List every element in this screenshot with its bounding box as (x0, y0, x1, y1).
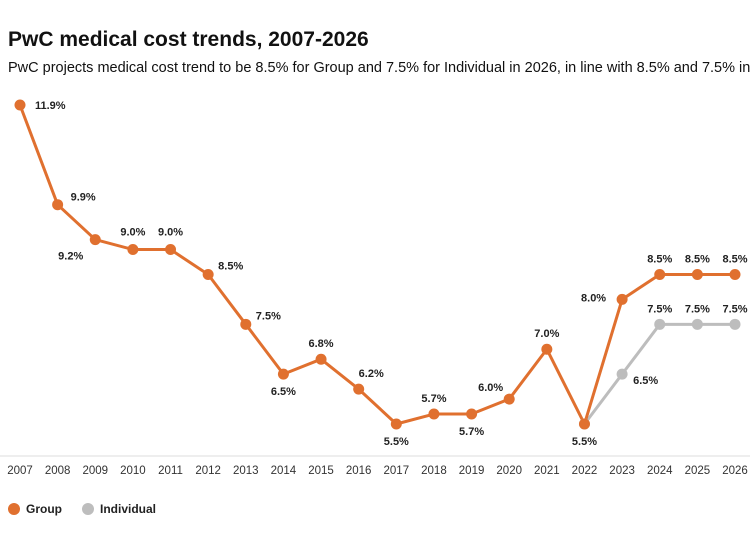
chart-title: PwC medical cost trends, 2007-2026 (8, 28, 369, 51)
x-tick-label: 2025 (685, 465, 711, 477)
x-tick-label: 2024 (647, 465, 673, 477)
group-data-point (353, 383, 365, 395)
individual-data-point (691, 318, 703, 330)
group-data-point (503, 393, 515, 405)
group-data-point (616, 293, 628, 305)
group-data-point (466, 408, 478, 420)
group-data-label: 8.5% (647, 253, 672, 265)
x-tick-label: 2014 (271, 465, 297, 477)
legend-label-group: Group (26, 502, 62, 516)
group-data-point (127, 244, 139, 256)
group-data-point (240, 318, 252, 330)
group-data-point (541, 343, 553, 355)
group-data-label: 6.8% (309, 338, 334, 350)
x-tick-label: 2017 (384, 465, 410, 477)
group-data-point (428, 408, 440, 420)
x-tick-label: 2011 (158, 465, 183, 477)
x-tick-label: 2019 (459, 465, 485, 477)
x-tick-label: 2023 (609, 465, 635, 477)
x-tick-label: 2007 (7, 465, 33, 477)
x-tick-label: 2018 (421, 465, 447, 477)
group-data-label: 11.9% (35, 100, 66, 112)
chart-subtitle: PwC projects medical cost trend to be 8.… (8, 60, 750, 76)
group-data-label: 8.5% (685, 253, 710, 265)
group-data-point (202, 268, 214, 280)
x-tick-label: 2026 (722, 465, 748, 477)
group-data-label: 9.0% (158, 227, 183, 239)
legend-swatch-individual (82, 503, 94, 515)
individual-data-label: 7.5% (685, 303, 710, 315)
group-data-point (315, 353, 327, 365)
individual-data-point (616, 368, 628, 380)
group-data-label: 5.7% (459, 426, 484, 438)
group-series-line (18, 104, 735, 426)
legend-label-individual: Individual (100, 502, 156, 516)
individual-series-line (583, 322, 735, 425)
x-tick-label: 2010 (120, 465, 146, 477)
group-data-label: 9.9% (71, 192, 96, 204)
x-tick-label: 2022 (572, 465, 598, 477)
group-data-point (89, 234, 101, 246)
group-data-label: 9.2% (58, 251, 83, 263)
x-tick-label: 2013 (233, 465, 259, 477)
group-data-point (729, 268, 741, 280)
group-data-label: 7.5% (256, 310, 281, 322)
group-data-point (390, 418, 402, 430)
group-data-point (578, 418, 590, 430)
group-data-point (52, 199, 64, 211)
group-data-label: 6.2% (359, 368, 384, 380)
group-data-label: 6.0% (478, 382, 503, 394)
group-data-point (691, 268, 703, 280)
group-data-label: 9.0% (120, 227, 145, 239)
group-data-point (14, 99, 26, 111)
group-data-label: 7.0% (534, 328, 559, 340)
individual-data-label: 6.5% (633, 375, 658, 387)
group-data-label: 8.5% (722, 253, 747, 265)
group-data-label: 5.7% (421, 393, 446, 405)
x-tick-label: 2021 (534, 465, 560, 477)
group-data-label: 8.5% (218, 260, 243, 272)
group-data-point (277, 368, 289, 380)
x-tick-label: 2016 (346, 465, 372, 477)
x-tick-label: 2020 (496, 465, 522, 477)
x-tick-label: 2008 (45, 465, 71, 477)
individual-data-point (654, 318, 666, 330)
group-data-label: 5.5% (384, 436, 409, 448)
individual-data-label: 7.5% (722, 303, 747, 315)
group-data-point (654, 268, 666, 280)
x-tick-label: 2009 (82, 465, 108, 477)
individual-data-label: 7.5% (647, 303, 672, 315)
x-tick-label: 2012 (195, 465, 221, 477)
group-data-label: 5.5% (572, 436, 597, 448)
group-data-label: 6.5% (271, 386, 296, 398)
x-tick-label: 2015 (308, 465, 334, 477)
group-data-label: 8.0% (581, 292, 606, 304)
legend-swatch-group (8, 503, 20, 515)
group-data-point (165, 244, 177, 256)
individual-data-point (729, 318, 741, 330)
